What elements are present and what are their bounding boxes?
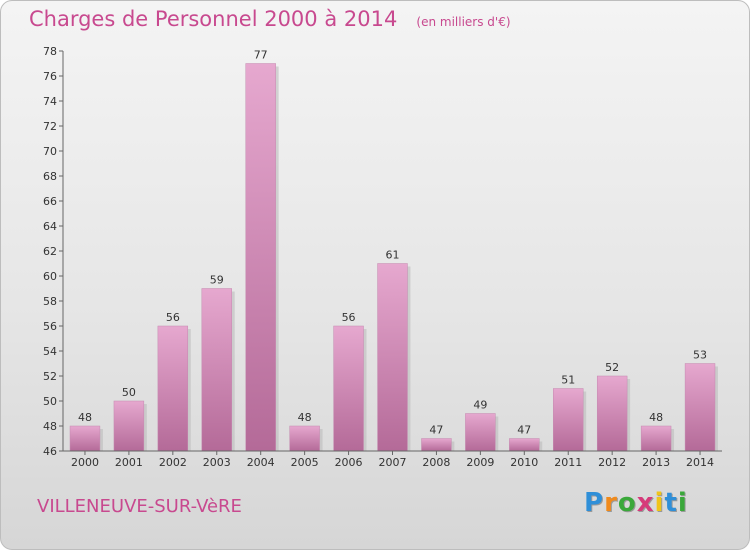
bar-2011 (553, 388, 584, 452)
y-tick-label: 50 (43, 395, 57, 408)
bar-2007 (377, 263, 408, 452)
data-label-2008: 47 (429, 424, 443, 437)
data-label-2009: 49 (473, 399, 487, 412)
data-label-2002: 56 (166, 311, 180, 324)
data-label-2001: 50 (122, 386, 136, 399)
chart-subtitle: (en milliers d'€) (416, 15, 511, 29)
x-tick-label-2011: 2011 (554, 456, 582, 469)
y-tick-label: 60 (43, 270, 57, 283)
bar-2006 (333, 325, 364, 452)
data-label-2005: 48 (298, 411, 312, 424)
y-tick-label: 64 (43, 220, 57, 233)
bar-2000 (69, 425, 101, 452)
y-tick-label: 68 (43, 170, 57, 183)
bar-2008 (421, 438, 452, 452)
x-tick-label-2006: 2006 (335, 456, 363, 469)
bar-2010 (509, 438, 540, 452)
y-tick-label: 76 (43, 70, 57, 83)
data-label-2013: 48 (649, 411, 663, 424)
x-tick-label-2009: 2009 (466, 456, 494, 469)
bar-2013 (640, 425, 672, 452)
logo-letter: P (584, 488, 605, 518)
y-tick-label: 48 (43, 420, 57, 433)
x-tick-label-2001: 2001 (115, 456, 143, 469)
x-tick-label-2002: 2002 (159, 456, 187, 469)
y-tick-label: 62 (43, 245, 57, 258)
data-label-2007: 61 (386, 249, 400, 262)
logo-letter: t (664, 488, 678, 518)
x-tick-label-2003: 2003 (203, 456, 231, 469)
y-tick-label: 46 (43, 445, 57, 458)
data-label-2010: 47 (517, 424, 531, 437)
data-label-2003: 59 (210, 274, 224, 287)
y-tick-label: 54 (43, 345, 57, 358)
x-tick-label-2008: 2008 (422, 456, 450, 469)
x-tick-label-2013: 2013 (642, 456, 670, 469)
logo-letter: i (654, 488, 665, 518)
bar-2001 (113, 400, 145, 452)
proxiti-logo: Proxiti (584, 488, 688, 518)
title-row: Charges de Personnel 2000 à 2014 (en mil… (29, 7, 511, 31)
logo-letter: i (677, 488, 688, 518)
y-tick-label: 66 (43, 195, 57, 208)
y-tick-label: 72 (43, 120, 57, 133)
x-tick-label-2007: 2007 (379, 456, 407, 469)
data-label-2004: 77 (254, 49, 268, 62)
bar-2009 (465, 413, 496, 452)
y-tick-label: 70 (43, 145, 57, 158)
bars-group: 48 50 56 59 77 48 56 61 47 49 47 51 52 48 53 (69, 49, 718, 452)
data-label-2000: 48 (78, 411, 92, 424)
logo-letter: x (636, 488, 655, 518)
bar-2003 (201, 288, 232, 452)
bar-2014 (684, 363, 716, 452)
y-tick-label: 74 (43, 95, 57, 108)
y-axis: 46 48 50 52 54 56 58 60 62 64 66 68 70 72 74 76 78 (43, 45, 64, 458)
x-tick-label-2005: 2005 (291, 456, 319, 469)
bar-2005 (289, 425, 320, 452)
y-tick-label: 78 (43, 45, 57, 58)
commune-name: VILLENEUVE-SUR-VèRE (37, 496, 242, 517)
logo-letter: o (617, 488, 637, 518)
y-tick-label: 52 (43, 370, 57, 383)
logo-letter: r (604, 488, 618, 518)
y-tick-label: 56 (43, 320, 57, 333)
x-tick-label-2010: 2010 (510, 456, 538, 469)
bar-2012 (596, 375, 628, 452)
x-tick-label-2004: 2004 (247, 456, 275, 469)
data-label-2012: 52 (605, 361, 619, 374)
x-tick-label-2012: 2012 (598, 456, 626, 469)
bar-2002 (157, 325, 189, 452)
x-tick-label-2000: 2000 (71, 456, 99, 469)
chart-title: Charges de Personnel 2000 à 2014 (29, 7, 398, 31)
data-label-2011: 51 (561, 374, 575, 387)
bar-2004 (245, 63, 276, 452)
data-label-2014: 53 (693, 349, 707, 362)
y-tick-label: 58 (43, 295, 57, 308)
x-axis: 2000 2001 2002 2003 2004 2005 2006 2007 2008 2009… (63, 450, 722, 469)
data-label-2006: 56 (342, 311, 356, 324)
x-tick-label-2014: 2014 (686, 456, 714, 469)
